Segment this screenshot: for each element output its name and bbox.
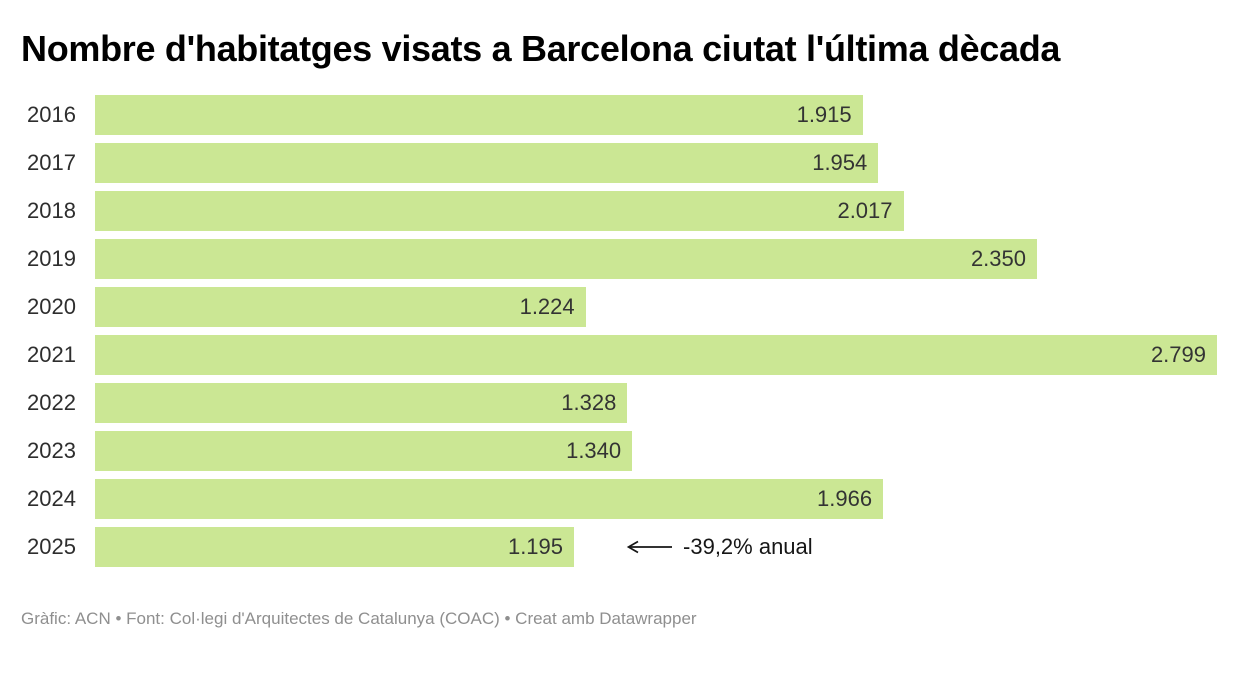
bar-track: 1.340 (95, 431, 1217, 471)
chart-row-2017: 2017 1.954 (21, 139, 1217, 187)
bar-2024[interactable]: 1.966 (95, 479, 884, 519)
left-arrow-icon (626, 540, 673, 554)
bar-2016[interactable]: 1.915 (95, 95, 863, 135)
value-label: 1.328 (561, 390, 617, 415)
bar-track: 1.195 -39,2% anual (95, 527, 1217, 567)
value-label: 1.915 (796, 102, 852, 127)
value-label: 2.350 (970, 246, 1026, 271)
bar-track: 1.954 (95, 143, 1217, 183)
category-label: 2020 (27, 294, 76, 319)
chart-row-2018: 2018 2.017 (21, 187, 1217, 235)
value-label: 1.224 (519, 294, 575, 319)
bar-2022[interactable]: 1.328 (95, 383, 628, 423)
bar-track: 2.017 (95, 191, 1217, 231)
bar-2021[interactable]: 2.799 (95, 335, 1217, 375)
bar-2019[interactable]: 2.350 (95, 239, 1037, 279)
value-label: 1.340 (566, 438, 622, 463)
bar-track: 1.224 (95, 287, 1217, 327)
bar-chart: 2016 1.915 2017 1.954 2018 2.017 2019 2.350 2020… (21, 91, 1217, 571)
attribution: Gràfic: ACN • Font: Col·legi d'Arquitect… (21, 609, 697, 628)
category-label: 2019 (27, 246, 76, 271)
chart-row-2021: 2021 2.799 (21, 331, 1217, 379)
category-label: 2017 (27, 150, 76, 175)
bar-track: 2.350 (95, 239, 1217, 279)
bar-2020[interactable]: 1.224 (95, 287, 586, 327)
bar-track: 1.915 (95, 95, 1217, 135)
chart-row-2024: 2024 1.966 (21, 475, 1217, 523)
bar-track: 1.328 (95, 383, 1217, 423)
chart-row-2020: 2020 1.224 (21, 283, 1217, 331)
value-label: 1.954 (812, 150, 868, 175)
value-label: 1.966 (817, 486, 873, 511)
bar-2025[interactable]: 1.195 (95, 527, 575, 567)
category-label: 2016 (27, 102, 76, 127)
chart-row-2019: 2019 2.350 (21, 235, 1217, 283)
category-label: 2018 (27, 198, 76, 223)
category-label: 2021 (27, 342, 76, 367)
annotation-text: -39,2% anual (683, 534, 813, 559)
chart-row-2022: 2022 1.328 (21, 379, 1217, 427)
chart-title: Nombre d'habitatges visats a Barcelona c… (21, 28, 1061, 69)
category-label: 2025 (27, 534, 76, 559)
chart-row-2023: 2023 1.340 (21, 427, 1217, 475)
chart-row-2025: 2025 1.195 -39,2% anual (21, 523, 1217, 571)
category-label: 2022 (27, 390, 76, 415)
value-label: 2.017 (837, 198, 893, 223)
bar-track: 2.799 (95, 335, 1217, 375)
bar-2023[interactable]: 1.340 (95, 431, 633, 471)
bar-track: 1.966 (95, 479, 1217, 519)
bar-2017[interactable]: 1.954 (95, 143, 879, 183)
bar-2018[interactable]: 2.017 (95, 191, 904, 231)
annotation: -39,2% anual (625, 534, 813, 560)
value-label: 1.195 (507, 534, 564, 559)
chart-row-2016: 2016 1.915 (21, 91, 1217, 139)
category-label: 2023 (27, 438, 76, 463)
category-label: 2024 (27, 486, 76, 511)
value-label: 2.799 (1150, 342, 1206, 367)
